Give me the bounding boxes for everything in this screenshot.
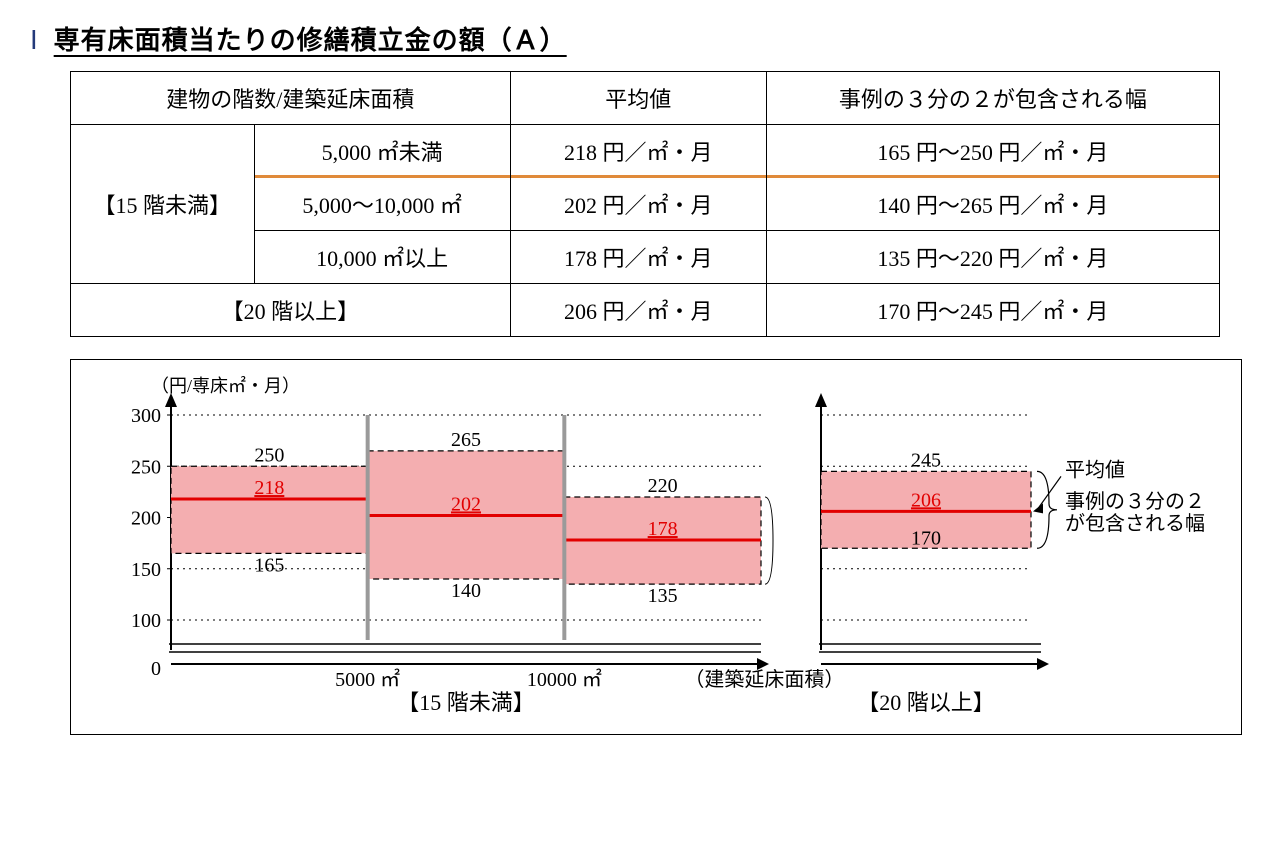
cell-range: 135 円～220 円／㎡・月 [766, 231, 1219, 284]
table-row: 【20 階以上】 206 円／㎡・月 170 円～245 円／㎡・月 [71, 284, 1220, 337]
svg-text:178: 178 [648, 518, 678, 540]
svg-text:245: 245 [911, 449, 941, 471]
cell-avg: 202 円／㎡・月 [510, 178, 766, 231]
svg-text:200: 200 [131, 508, 161, 530]
svg-text:（円/専床㎡・月）: （円/専床㎡・月） [151, 375, 300, 396]
svg-text:（建築延床面積）: （建築延床面積） [684, 668, 844, 691]
svg-text:150: 150 [131, 559, 161, 581]
svg-text:250: 250 [254, 444, 284, 466]
svg-text:250: 250 [131, 456, 161, 478]
cell-avg: 218 円／㎡・月 [510, 125, 766, 178]
group-20-label: 【20 階以上】 [71, 284, 511, 337]
svg-text:5000 ㎡: 5000 ㎡ [335, 667, 400, 691]
svg-text:0: 0 [151, 658, 161, 680]
cell-avg: 178 円／㎡・月 [510, 231, 766, 284]
svg-text:10000 ㎡: 10000 ㎡ [527, 667, 602, 691]
svg-text:265: 265 [451, 429, 481, 451]
reserve-fund-table: 建物の階数/建築延床面積 平均値 事例の３分の２が包含される幅 【15 階未満】… [70, 71, 1220, 337]
chart-svg: （円/専床㎡・月） 0 100 150 200 250 300 250 218 165 265 202… [81, 370, 1211, 720]
svg-text:が包含される幅: が包含される幅 [1065, 512, 1205, 535]
section-number: Ⅰ [30, 26, 40, 56]
table-header-range: 事例の３分の２が包含される幅 [766, 72, 1219, 125]
reserve-fund-chart: （円/専床㎡・月） 0 100 150 200 250 300 250 218 165 265 202… [70, 359, 1242, 735]
svg-text:135: 135 [648, 585, 678, 607]
table-header-floors-area: 建物の階数/建築延床面積 [71, 72, 511, 125]
cell-range: 165 円～250 円／㎡・月 [766, 125, 1219, 178]
svg-text:100: 100 [131, 610, 161, 632]
svg-text:【20 階以上】: 【20 階以上】 [857, 690, 995, 715]
section-title: 専有床面積当たりの修繕積立金の額（Ａ） [54, 20, 567, 57]
cell-range: 140 円～265 円／㎡・月 [766, 178, 1219, 231]
cell-area: 5,000～10,000 ㎡ [254, 178, 510, 231]
svg-text:平均値: 平均値 [1065, 458, 1125, 481]
cell-avg: 206 円／㎡・月 [510, 284, 766, 337]
svg-text:218: 218 [254, 477, 284, 499]
svg-text:220: 220 [648, 475, 678, 497]
cell-area: 5,000 ㎡未満 [254, 125, 510, 178]
group-15-label: 【15 階未満】 [71, 125, 255, 284]
svg-text:170: 170 [911, 527, 941, 549]
svg-text:202: 202 [451, 493, 481, 515]
table-row: 【15 階未満】 5,000 ㎡未満 218 円／㎡・月 165 円～250 円… [71, 125, 1220, 178]
svg-text:【15 階未満】: 【15 階未満】 [397, 690, 535, 715]
svg-text:事例の３分の２: 事例の３分の２ [1065, 490, 1205, 513]
section-header: Ⅰ 専有床面積当たりの修繕積立金の額（Ａ） [30, 20, 1250, 57]
svg-text:165: 165 [254, 554, 284, 576]
cell-area: 10,000 ㎡以上 [254, 231, 510, 284]
cell-range: 170 円～245 円／㎡・月 [766, 284, 1219, 337]
svg-text:300: 300 [131, 405, 161, 427]
svg-text:206: 206 [911, 489, 941, 511]
svg-text:140: 140 [451, 580, 481, 602]
table-header-average: 平均値 [510, 72, 766, 125]
